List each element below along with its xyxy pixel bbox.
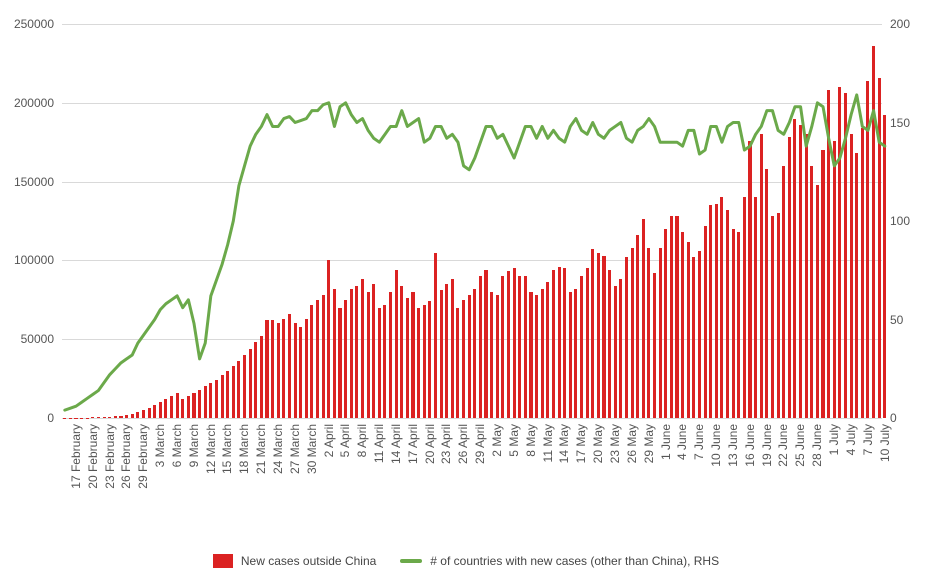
x-tick: 9 March (187, 424, 201, 467)
y-right-tick: 200 (890, 17, 910, 31)
legend-label-bars: New cases outside China (241, 554, 376, 568)
x-tick: 15 March (220, 424, 234, 474)
x-tick: 14 April (389, 424, 403, 464)
y-left-tick: 100000 (4, 253, 54, 267)
x-tick: 29 May (642, 424, 656, 463)
x-tick: 30 March (305, 424, 319, 474)
x-tick: 10 June (709, 424, 723, 467)
x-tick: 17 May (574, 424, 588, 463)
plot-area (62, 24, 882, 418)
x-tick: 8 April (355, 424, 369, 457)
legend-item-bars: New cases outside China (213, 554, 376, 568)
x-tick: 3 March (153, 424, 167, 467)
x-tick: 14 May (557, 424, 571, 463)
y-right-tick: 150 (890, 116, 910, 130)
x-tick: 18 March (237, 424, 251, 474)
x-tick: 4 July (844, 424, 858, 455)
x-tick: 21 March (254, 424, 268, 474)
y-left-tick: 200000 (4, 96, 54, 110)
x-tick: 29 February (136, 424, 150, 489)
x-tick: 22 June (776, 424, 790, 467)
x-tick: 2 May (490, 424, 504, 457)
y-right-tick: 100 (890, 214, 910, 228)
x-tick: 23 February (103, 424, 117, 489)
y-right-tick: 0 (890, 411, 897, 425)
x-tick: 6 March (170, 424, 184, 467)
x-tick: 29 April (473, 424, 487, 464)
x-tick: 10 July (878, 424, 892, 462)
bar (883, 115, 886, 418)
x-tick: 20 May (591, 424, 605, 463)
x-tick: 1 June (659, 424, 673, 460)
x-tick: 5 April (338, 424, 352, 457)
x-tick: 12 March (204, 424, 218, 474)
x-tick: 7 June (692, 424, 706, 460)
legend-swatch-bar (213, 554, 233, 568)
x-tick: 20 February (86, 424, 100, 489)
y-left-tick: 150000 (4, 175, 54, 189)
y-left-tick: 250000 (4, 17, 54, 31)
x-tick: 26 February (119, 424, 133, 489)
x-tick: 17 April (406, 424, 420, 464)
gridline (62, 418, 882, 419)
covid-chart: New cases outside China # of countries w… (0, 0, 932, 574)
y-left-tick: 50000 (4, 332, 54, 346)
x-tick: 20 April (423, 424, 437, 464)
x-tick: 24 March (271, 424, 285, 474)
x-tick: 28 June (810, 424, 824, 467)
legend: New cases outside China # of countries w… (0, 554, 932, 568)
x-tick: 5 May (507, 424, 521, 457)
x-tick: 23 May (608, 424, 622, 463)
x-tick: 11 April (372, 424, 386, 463)
x-tick: 25 June (793, 424, 807, 467)
x-tick: 17 February (69, 424, 83, 489)
x-tick: 4 June (675, 424, 689, 460)
x-tick: 16 June (743, 424, 757, 467)
x-tick: 19 June (760, 424, 774, 467)
legend-label-line: # of countries with new cases (other tha… (430, 554, 719, 568)
x-tick: 8 May (524, 424, 538, 457)
x-tick: 1 July (827, 424, 841, 455)
line-series (62, 24, 882, 418)
x-tick: 7 July (861, 424, 875, 455)
x-tick: 13 June (726, 424, 740, 467)
y-right-tick: 50 (890, 313, 903, 327)
x-tick: 2 April (322, 424, 336, 457)
legend-item-line: # of countries with new cases (other tha… (400, 554, 719, 568)
y-left-tick: 0 (4, 411, 54, 425)
x-tick: 23 April (439, 424, 453, 464)
x-tick: 11 May (541, 424, 555, 462)
x-tick: 26 May (625, 424, 639, 463)
x-tick: 26 April (456, 424, 470, 464)
x-tick: 27 March (288, 424, 302, 474)
legend-swatch-line (400, 559, 422, 563)
